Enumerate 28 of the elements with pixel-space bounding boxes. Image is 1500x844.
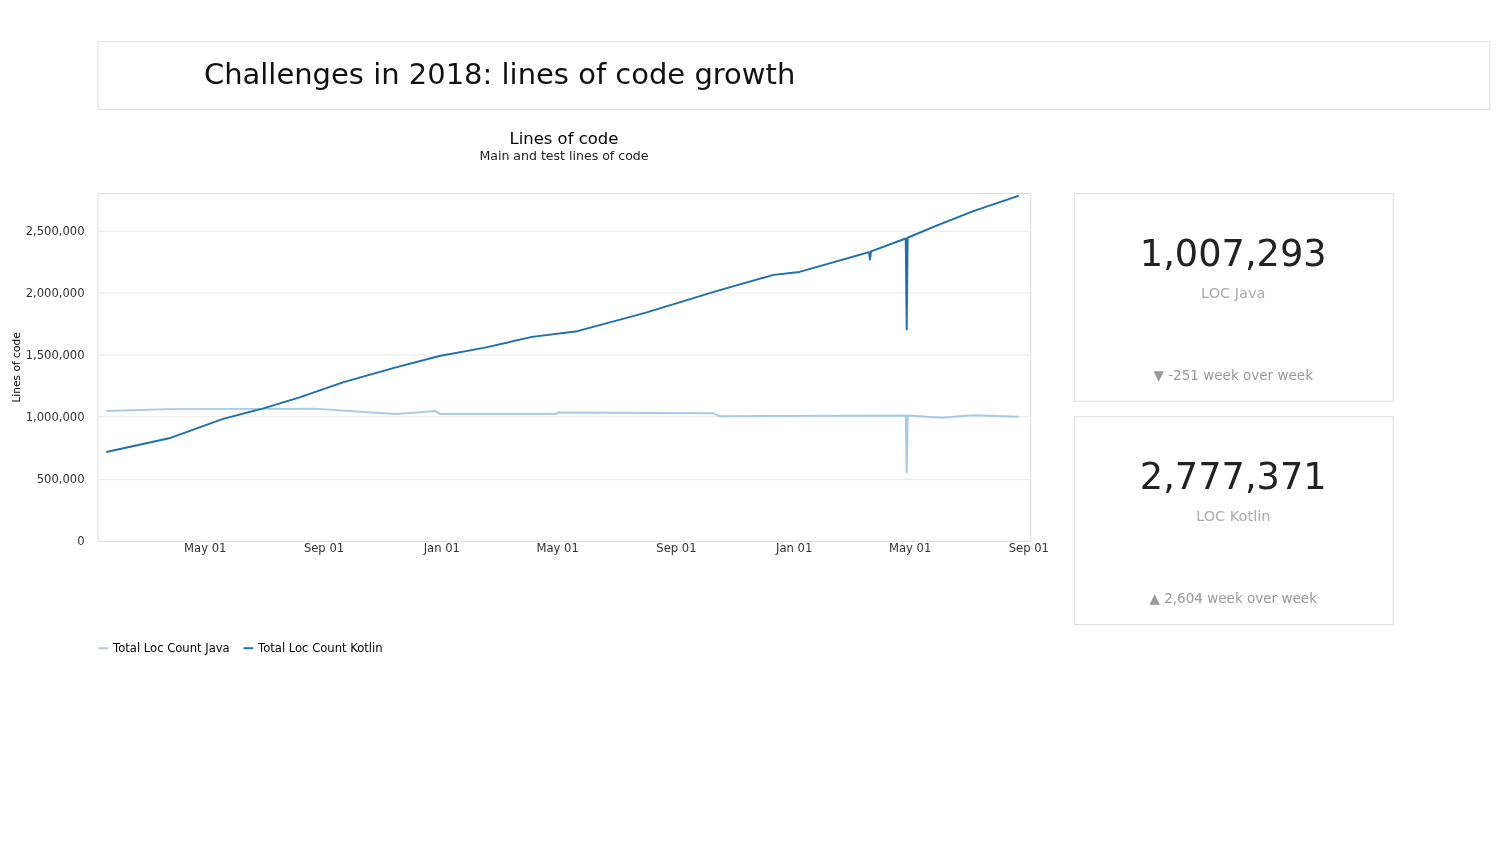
x-tick-label: Jan 01 <box>422 541 460 556</box>
x-tick-label: Jan 01 <box>775 541 813 556</box>
y-tick-label: 1,500,000 <box>25 347 85 362</box>
x-tick-label: May 01 <box>888 541 932 556</box>
text: ▼ -251 week over week <box>1153 366 1314 383</box>
y-axis-title: Lines of code <box>9 332 23 403</box>
legend-label: Total Loc Count Kotlin <box>257 641 383 656</box>
chart-subtitle: Main and test lines of code <box>479 148 649 164</box>
y-tick-label: 500,000 <box>36 472 85 487</box>
line-series <box>105 407 1020 474</box>
text: Challenges in 2018: lines of code growth <box>203 56 796 91</box>
text: 1,007,293 <box>1139 231 1327 275</box>
text: ▲ 2,604 week over week <box>1149 590 1318 606</box>
x-tick-label: May 01 <box>536 541 579 556</box>
x-tick-label: Sep 01 <box>656 541 697 556</box>
chart-title: Lines of code <box>509 128 619 148</box>
y-tick-label: 1,000,000 <box>25 410 85 425</box>
x-tick-label: May 01 <box>184 541 227 556</box>
text: LOC Kotlin <box>1196 507 1271 524</box>
x-tick-label: Sep 01 <box>1008 541 1049 556</box>
text: 2,777,371 <box>1139 455 1327 499</box>
x-tick-label: Sep 01 <box>303 541 345 556</box>
y-tick-label: 2,500,000 <box>25 223 85 238</box>
y-tick-label: 2,000,000 <box>25 285 85 300</box>
text: LOC Java <box>1201 284 1266 301</box>
legend-label: Total Loc Count Java <box>112 641 230 656</box>
line-series <box>105 194 1020 453</box>
y-tick-label: 0 <box>77 534 85 549</box>
